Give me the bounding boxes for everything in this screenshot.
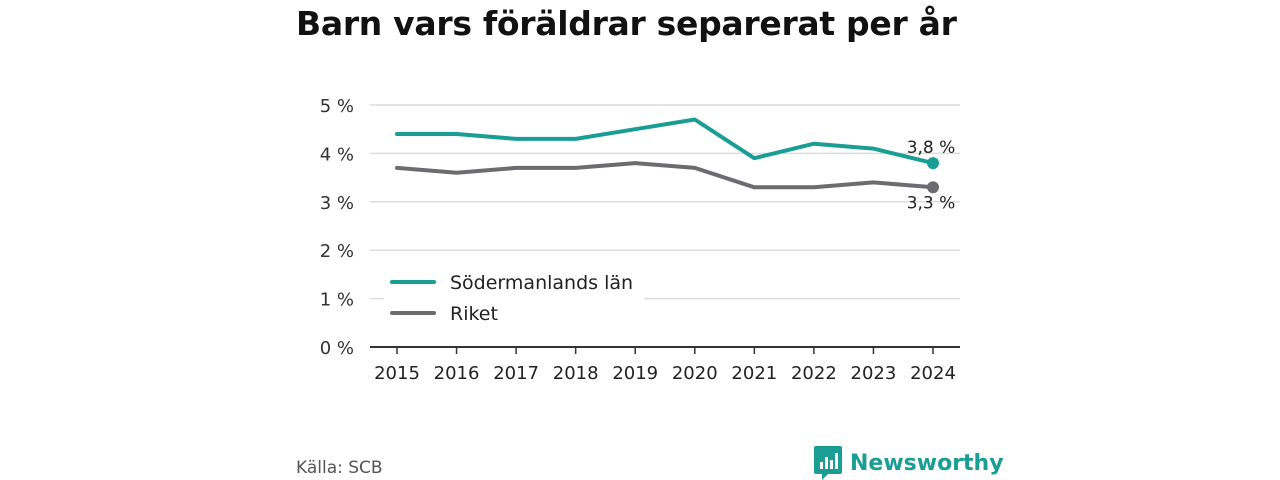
y-tick-label: 4 % bbox=[320, 144, 354, 165]
x-tick-label: 2016 bbox=[434, 363, 480, 384]
x-tick-label: 2024 bbox=[910, 363, 956, 384]
x-tick-label: 2015 bbox=[374, 363, 420, 384]
series-end-label: 3,8 % bbox=[907, 138, 956, 158]
x-tick-label: 2019 bbox=[612, 363, 658, 384]
y-tick-label: 0 % bbox=[320, 338, 354, 359]
x-tick-label: 2021 bbox=[731, 363, 777, 384]
legend-label: Södermanlands län bbox=[450, 272, 633, 294]
legend: Södermanlands län Riket bbox=[384, 266, 644, 327]
series-end-label: 3,3 % bbox=[907, 193, 956, 213]
y-tick-label: 2 % bbox=[320, 241, 354, 262]
series-line bbox=[395, 161, 935, 190]
x-axis-ticks: 2015 2016 2017 2018 2019 2020 2021 2022 2023 2024 bbox=[374, 347, 956, 384]
legend-label: Riket bbox=[450, 303, 498, 325]
series-end-point bbox=[927, 181, 939, 194]
x-tick-label: 2022 bbox=[791, 363, 837, 384]
brand-name: Newsworthy bbox=[850, 450, 1004, 476]
brand-logo: Newsworthy bbox=[814, 446, 1004, 480]
y-tick-label: 1 % bbox=[320, 290, 354, 311]
x-tick-label: 2023 bbox=[851, 363, 897, 384]
bar-chart-speech-bubble-icon bbox=[814, 446, 842, 480]
x-tick-label: 2018 bbox=[553, 363, 599, 384]
x-tick-label: 2017 bbox=[493, 363, 539, 384]
chart-title: Barn vars föräldrar separerat per år bbox=[296, 4, 957, 43]
y-tick-label: 3 % bbox=[320, 193, 354, 214]
x-tick-label: 2020 bbox=[672, 363, 718, 384]
y-tick-label: 5 % bbox=[320, 96, 354, 117]
line-chart: 0 %1 %2 %3 %4 %5 % 2015 2016 2017 2018 2019 2… bbox=[320, 96, 960, 384]
series-line bbox=[395, 117, 935, 166]
source-note: Källa: SCB bbox=[296, 458, 383, 478]
series-end-point bbox=[927, 157, 939, 170]
series-lines: 3,3 % 3,8 % bbox=[395, 117, 956, 213]
y-axis-tick-labels: 0 % 1 % 2 % 3 % 4 % 5 % bbox=[320, 96, 354, 359]
